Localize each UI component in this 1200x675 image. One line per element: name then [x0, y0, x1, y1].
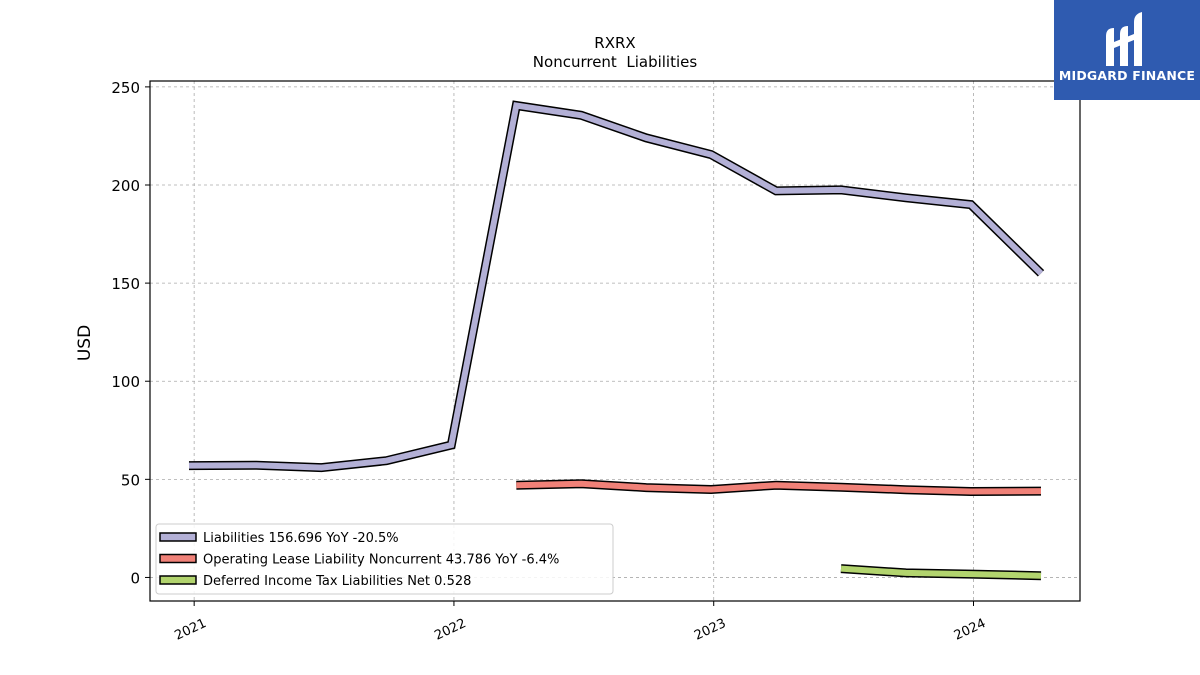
x-tick-label: 2023 [692, 616, 728, 644]
chart-subtitle: Noncurrent Liabilities [533, 53, 698, 71]
series-line [840, 565, 1042, 579]
legend-box [155, 523, 614, 595]
x-tick-label: 2022 [432, 616, 468, 644]
y-tick-label: 200 [111, 177, 140, 195]
series-lines [188, 100, 1045, 581]
series-line [188, 102, 1044, 471]
legend-label: Operating Lease Liability Noncurrent 43.… [203, 553, 559, 568]
midgard-logo-icon [1106, 12, 1142, 66]
logo-text: MIDGARD FINANCE [1058, 68, 1196, 83]
y-axis-label: USD [75, 325, 95, 361]
plot-frame [149, 80, 1081, 602]
x-tick-label: 2021 [173, 616, 209, 644]
y-tick-label: 150 [111, 275, 140, 293]
legend: Liabilities 156.696 YoY -20.5% Operating … [155, 523, 614, 595]
legend-swatch [159, 532, 197, 542]
y-tick-label: 100 [111, 373, 140, 391]
x-tick-label: 2024 [952, 616, 988, 644]
chart-title: RXRX [594, 34, 635, 52]
legend-swatch [159, 575, 197, 585]
grid-lines [150, 81, 1080, 601]
series-line [516, 480, 1042, 495]
midgard-finance-logo: MIDGARD FINANCE [1054, 0, 1200, 100]
series-outline [188, 100, 1045, 473]
y-tick-label: 250 [111, 79, 140, 97]
legend-label: Deferred Income Tax Liabilities Net 0.52… [203, 574, 471, 589]
y-tick-label: 0 [130, 569, 140, 587]
y-tick-label: 50 [121, 471, 140, 489]
legend-label: Liabilities 156.696 YoY -20.5% [203, 531, 399, 546]
legend-swatch [159, 553, 197, 564]
